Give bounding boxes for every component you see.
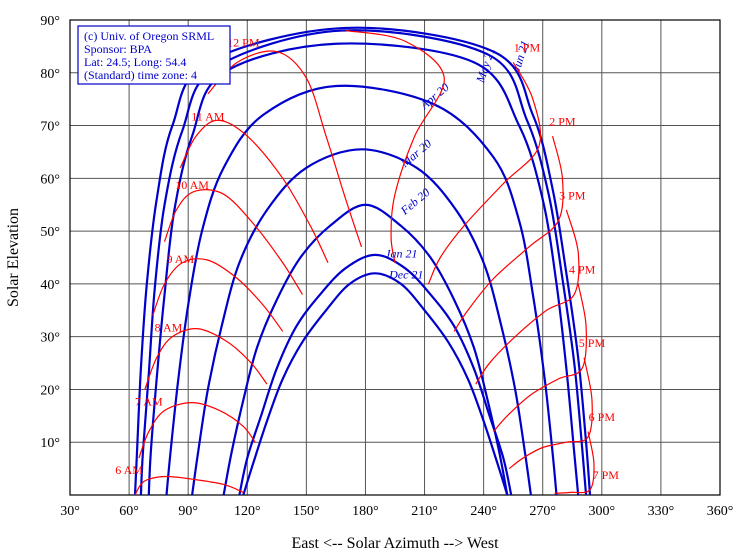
info-line: (Standard) time zone: 4 <box>84 68 197 82</box>
y-tick-label: 20° <box>40 383 60 398</box>
hour-label: 8 AM <box>155 320 183 334</box>
x-tick-label: 360° <box>707 504 734 519</box>
hour-label: 4 PM <box>569 262 596 276</box>
x-tick-label: 60° <box>119 504 139 519</box>
hour-label: 2 PM <box>549 115 576 129</box>
y-tick-label: 80° <box>40 67 60 82</box>
hour-label: 11 AM <box>191 109 225 123</box>
x-tick-label: 30° <box>60 504 80 519</box>
y-tick-label: 40° <box>40 278 60 293</box>
hour-curve <box>493 284 586 432</box>
x-tick-label: 330° <box>648 504 675 519</box>
hour-curve <box>476 210 579 384</box>
month-curve <box>192 149 531 495</box>
x-tick-label: 150° <box>293 504 320 519</box>
hour-label: 3 PM <box>559 188 586 202</box>
y-tick-label: 60° <box>40 172 60 187</box>
hour-label: 7 AM <box>135 394 163 408</box>
hour-curve <box>139 403 255 458</box>
y-axis-title: Solar Elevation <box>5 208 22 307</box>
info-line: Lat: 24.5; Long: 54.4 <box>84 55 186 69</box>
y-tick-label: 70° <box>40 120 60 135</box>
month-label: Mar 20 <box>397 136 434 170</box>
info-line: (c) Univ. of Oregon SRML <box>84 29 214 43</box>
hour-label: 10 AM <box>175 178 209 192</box>
y-tick-label: 30° <box>40 331 60 346</box>
hour-label: 9 AM <box>166 252 194 266</box>
x-tick-label: 180° <box>352 504 379 519</box>
y-tick-label: 50° <box>40 225 60 240</box>
hour-label: 7 PM <box>593 468 620 482</box>
x-tick-label: 210° <box>411 504 438 519</box>
sun-path-chart: 30° 60° 90° 120° 150° 180° 210° 240° 270° 300° 330… <box>0 0 750 550</box>
hour-label: 5 PM <box>579 336 606 350</box>
x-tick-label: 240° <box>470 504 497 519</box>
month-curve <box>243 273 507 495</box>
month-curve <box>167 86 557 495</box>
y-tick-label: 10° <box>40 436 60 451</box>
month-label: Apr 20 <box>417 80 452 113</box>
hour-label: 6 PM <box>589 410 616 424</box>
x-tick-label: 120° <box>234 504 261 519</box>
y-tick-label: 90° <box>40 14 60 29</box>
x-tick-label: 270° <box>529 504 556 519</box>
info-line: Sponsor: BPA <box>84 42 152 56</box>
hour-label: 12 PM <box>227 35 260 49</box>
month-label: Feb 20 <box>397 185 433 218</box>
x-tick-label: 90° <box>178 504 198 519</box>
month-label: Jan 21 <box>385 247 417 261</box>
hour-label: 6 AM <box>115 463 143 477</box>
month-curve <box>141 30 586 495</box>
x-axis-title: East <-- Solar Azimuth --> West <box>291 535 499 550</box>
chart-svg: 30° 60° 90° 120° 150° 180° 210° 240° 270° 300° 330… <box>0 0 750 550</box>
x-tick-label: 300° <box>589 504 616 519</box>
hour-label: 1 PM <box>514 41 541 55</box>
